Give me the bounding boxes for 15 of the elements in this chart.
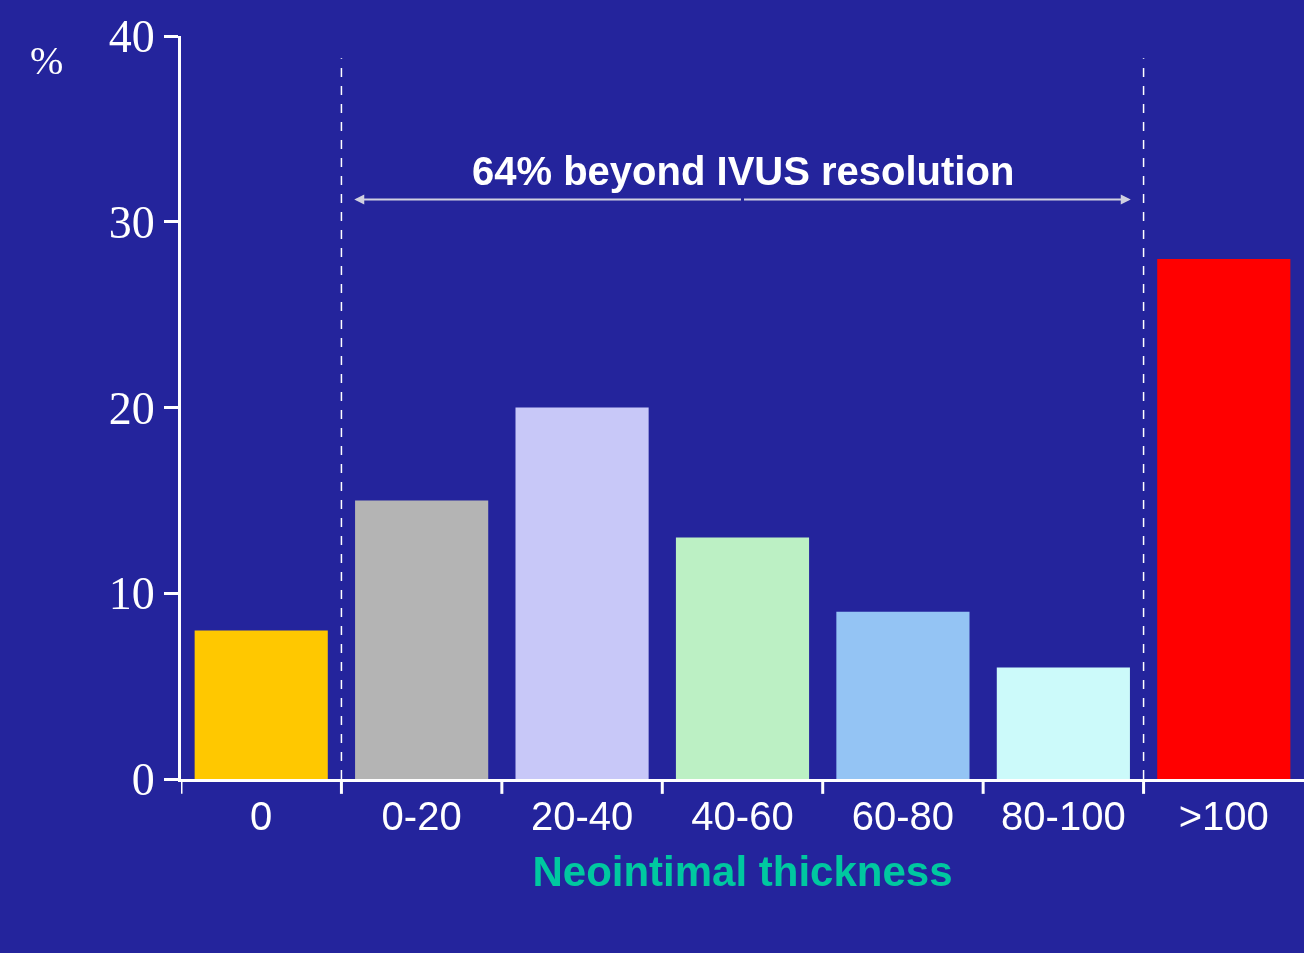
y-tick-label: 30 bbox=[108, 196, 155, 248]
annotation: 64% beyond IVUS resolution bbox=[472, 149, 1015, 193]
x-tick-label: 60-80 bbox=[851, 794, 955, 838]
x-tick-label: 40-60 bbox=[691, 794, 794, 838]
y-tick-label: 10 bbox=[108, 568, 155, 620]
y-axis-title: % bbox=[30, 38, 64, 83]
x-axis-title: Neointimal thickness bbox=[532, 847, 953, 895]
y-tick-label: 40 bbox=[108, 11, 155, 63]
y-tick-label: 0 bbox=[131, 754, 155, 806]
y-tick-label: 20 bbox=[108, 382, 155, 434]
x-tick-label: 0 bbox=[250, 794, 273, 838]
x-tick-label: 80-100 bbox=[1001, 794, 1126, 838]
x-tick-label: 0-20 bbox=[381, 794, 462, 838]
x-tick-label: 20-40 bbox=[530, 794, 634, 838]
x-tick-label: >100 bbox=[1178, 794, 1269, 838]
